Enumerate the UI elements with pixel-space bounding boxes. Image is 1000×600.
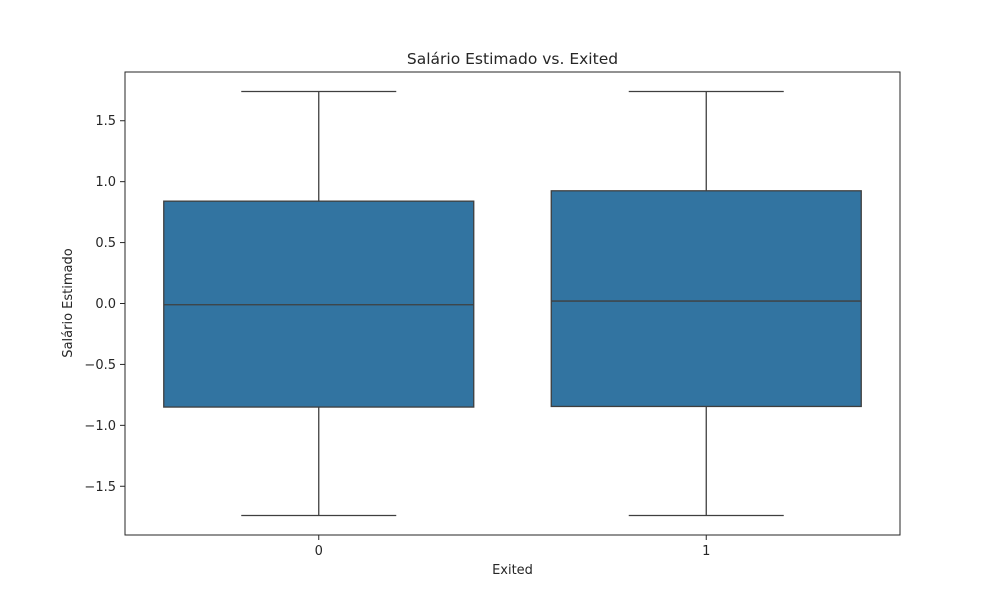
y-tick-label: 1.5 [95, 114, 116, 129]
y-tick-label: 0.5 [95, 236, 116, 251]
y-tick-label: −0.5 [84, 358, 116, 373]
x-axis-label: Exited [492, 563, 533, 578]
x-tick-label: 1 [702, 544, 710, 559]
x-tick-label: 0 [315, 544, 323, 559]
y-tick-label: −1.0 [84, 419, 116, 434]
y-axis-label: Salário Estimado [61, 248, 76, 357]
y-tick-label: 0.0 [95, 297, 116, 312]
chart-title: Salário Estimado vs. Exited [407, 50, 618, 68]
y-tick-label: 1.0 [95, 175, 116, 190]
box [550, 190, 862, 408]
y-tick-label: −1.5 [84, 480, 116, 495]
plot-frame [124, 71, 901, 536]
plot-area: −1.5 −1.0 −0.5 0.0 0.5 1.0 1.5 0 1 [84, 71, 901, 559]
